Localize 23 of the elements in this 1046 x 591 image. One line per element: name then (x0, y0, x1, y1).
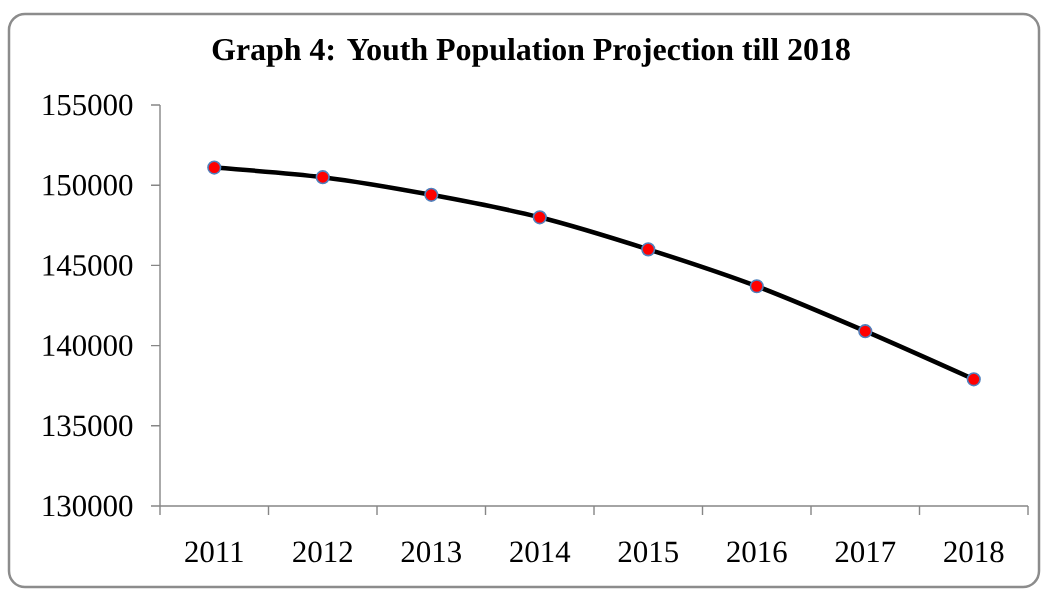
x-tick-label: 2012 (293, 541, 352, 563)
x-tick-label: 2011 (185, 541, 243, 563)
y-tick-label: 135000 (43, 415, 133, 437)
chart-title: Graph 4: Youth Population Projection till 2018 (212, 37, 850, 67)
x-tick-label: 2013 (401, 541, 461, 563)
point (749, 279, 764, 294)
x-tick-label: 2018 (944, 541, 1004, 563)
point (858, 324, 873, 339)
y-tick-label: 150000 (43, 174, 133, 196)
x-tick-label: 2017 (835, 541, 896, 563)
y-tick-label: 155000 (43, 94, 133, 116)
point (641, 242, 656, 257)
point (966, 372, 981, 387)
y-tick-label: 130000 (43, 495, 133, 517)
point (315, 170, 330, 185)
point (532, 210, 547, 225)
point (424, 187, 439, 202)
point (207, 160, 222, 175)
y-tick-label: 145000 (43, 254, 133, 276)
x-tick-label: 2015 (618, 541, 678, 563)
y-tick-label: 140000 (43, 335, 133, 357)
x-tick-label: 2014 (510, 541, 571, 563)
x-tick-label: 2016 (727, 541, 787, 563)
